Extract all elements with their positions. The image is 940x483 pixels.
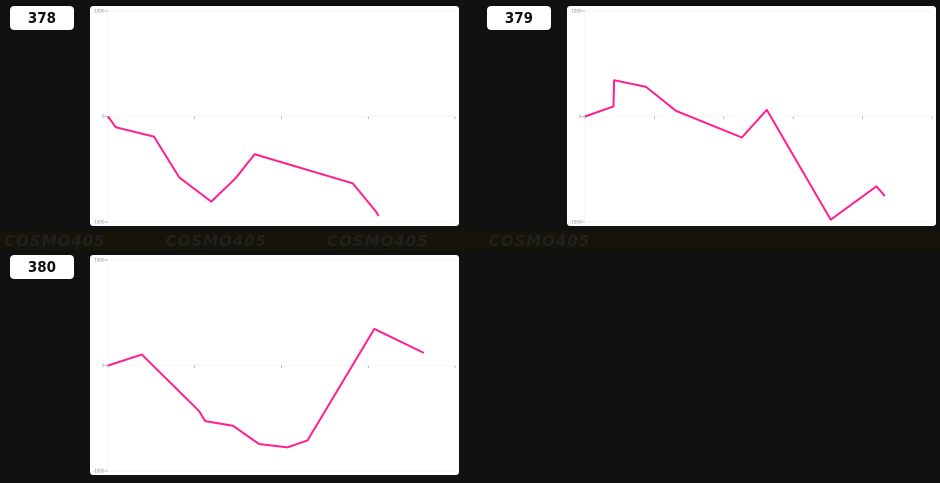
series-line bbox=[584, 79, 886, 221]
y-tick-label: 1000 bbox=[94, 9, 105, 14]
sponsor-logo: COSMO405 bbox=[488, 232, 591, 250]
y-tick-label: -1000 bbox=[93, 469, 105, 474]
line-chart-378: 1000 0 -1000 bbox=[90, 6, 459, 226]
y-tick-label: -1000 bbox=[570, 220, 582, 225]
series-line bbox=[107, 115, 380, 217]
series-line bbox=[107, 327, 425, 449]
y-tick-label: 0 bbox=[102, 114, 105, 119]
chart-id-label: 379 bbox=[487, 6, 551, 30]
chart-id-label: 378 bbox=[10, 6, 74, 30]
y-tick-label: 1000 bbox=[94, 258, 105, 263]
sponsor-logo: COSMO405 bbox=[4, 232, 106, 250]
sponsor-logo: COSMO405 bbox=[327, 232, 429, 250]
line-chart-379: 1000 0 -1000 bbox=[567, 6, 936, 226]
chart-id-label: 380 bbox=[10, 255, 74, 279]
y-tick-label: 0 bbox=[102, 363, 105, 368]
y-tick-label: -1000 bbox=[93, 220, 105, 225]
line-chart-380: 1000 0 -1000 bbox=[90, 255, 459, 475]
y-tick-label: 1000 bbox=[571, 9, 582, 14]
background-sponsor-banner: COSMO405 COSMO405 COSMO405 COSMO405 bbox=[0, 231, 940, 251]
sponsor-logo: COSMO405 bbox=[165, 232, 268, 250]
y-tick-label: 0 bbox=[579, 114, 582, 119]
